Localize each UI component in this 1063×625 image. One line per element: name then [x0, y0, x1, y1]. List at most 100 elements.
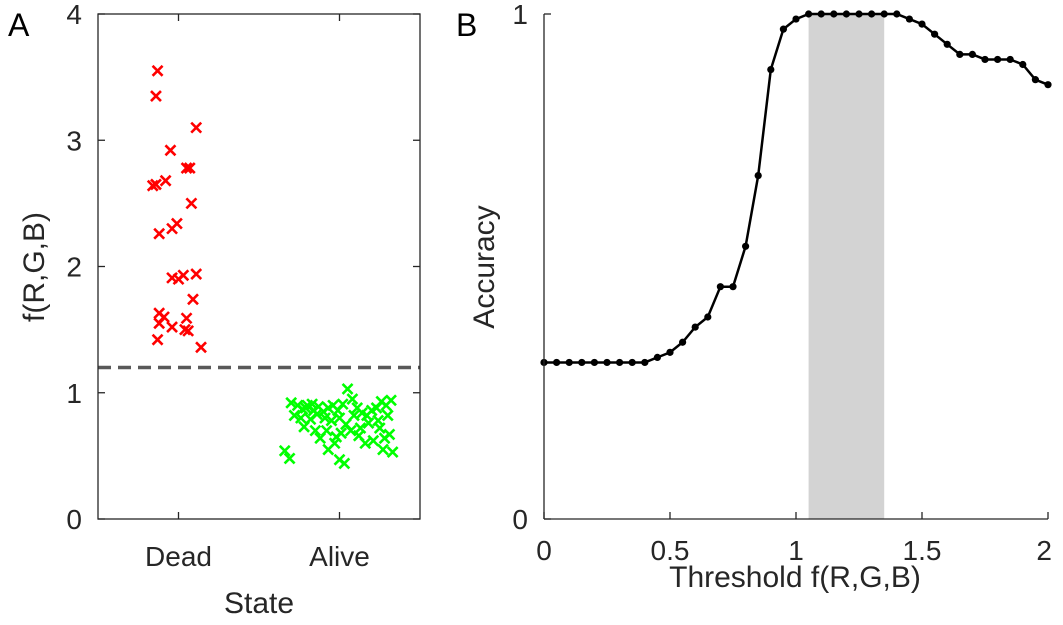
alive-point	[325, 414, 338, 427]
dead-point	[187, 293, 199, 306]
alive-point	[311, 408, 323, 421]
panel-b-axes	[543, 14, 1048, 520]
dead-point	[150, 178, 162, 191]
dead-point	[153, 227, 166, 240]
alive-point	[362, 417, 375, 429]
dead-point	[159, 174, 172, 187]
optimal-threshold-region	[808, 14, 885, 519]
alive-point	[348, 409, 360, 422]
x-tick-label: 0	[536, 535, 552, 566]
accuracy-point	[742, 242, 750, 250]
alive-point	[341, 383, 354, 395]
dead-point	[182, 324, 195, 337]
x-tick-label: 2	[1036, 535, 1052, 566]
alive-point	[294, 412, 307, 424]
accuracy-point	[868, 10, 876, 18]
dead-point	[195, 341, 207, 354]
y-tick-label: 4	[66, 0, 82, 30]
accuracy-point	[981, 55, 989, 64]
accuracy-point	[616, 358, 624, 367]
accuracy-point	[968, 50, 977, 59]
accuracy-point	[641, 358, 649, 367]
alive-point	[336, 398, 349, 411]
alive-point	[320, 424, 333, 437]
dead-point	[172, 273, 185, 286]
alive-point	[383, 428, 396, 441]
y-tick-label: 1	[512, 0, 528, 30]
alive-point	[283, 452, 296, 465]
accuracy-point	[704, 313, 712, 321]
y-tick-label: 0	[66, 504, 82, 535]
panel-a-marks	[98, 64, 420, 470]
x-tick-label: Dead	[145, 541, 212, 572]
accuracy-point	[994, 55, 1002, 64]
accuracy-point	[1019, 60, 1027, 69]
accuracy-point	[842, 10, 851, 18]
alive-point	[306, 398, 319, 411]
panel-a-xlabel: State	[224, 587, 294, 620]
dead-point	[190, 121, 203, 134]
accuracy-point	[666, 348, 674, 356]
accuracy-point	[628, 358, 636, 367]
accuracy-point	[805, 10, 813, 18]
alive-point	[338, 457, 351, 470]
accuracy-point	[754, 172, 762, 180]
dead-point	[151, 64, 164, 77]
panel-letter-a: A	[8, 7, 30, 43]
panel-b-xlabel: Threshold f(R,G,B)	[669, 561, 921, 594]
alive-point	[335, 427, 348, 440]
accuracy-point	[792, 15, 800, 23]
dead-point	[180, 162, 193, 174]
accuracy-point	[931, 30, 939, 38]
alive-point	[346, 393, 359, 405]
panel-a-chart: 0 1 2 3 4 Dead Alive State f(R,G,B)	[18, 0, 421, 620]
alive-point	[285, 396, 298, 409]
accuracy-point	[1031, 76, 1039, 84]
alive-point	[288, 409, 301, 422]
accuracy-point	[578, 358, 586, 367]
dead-point	[179, 323, 191, 336]
accuracy-point	[767, 65, 775, 74]
accuracy-point	[943, 40, 951, 48]
accuracy-point	[716, 283, 725, 291]
accuracy-point	[956, 50, 964, 59]
accuracy-point	[918, 20, 926, 28]
accuracy-point	[1044, 81, 1052, 89]
alive-point	[344, 424, 357, 437]
alive-point	[299, 401, 312, 414]
dead-point	[164, 144, 177, 157]
x-tick-label: 1.5	[903, 535, 942, 566]
alive-point	[373, 422, 386, 435]
accuracy-point	[1006, 55, 1014, 64]
alive-point	[309, 424, 322, 437]
panel-a-ylabel: f(R,G,B)	[18, 212, 51, 322]
accuracy-point	[905, 15, 914, 23]
dead-point	[166, 321, 178, 334]
panel-a-ticks: 0 1 2 3 4 Dead Alive	[66, 0, 420, 572]
y-tick-label: 0	[512, 504, 528, 535]
accuracy-point	[590, 358, 599, 367]
y-tick-label: 3	[66, 125, 82, 156]
dead-point	[153, 317, 166, 330]
accuracy-point	[729, 283, 737, 291]
x-tick-label: 1	[788, 535, 804, 566]
accuracy-point	[565, 358, 573, 367]
panel-b-ylabel: Accuracy	[468, 205, 501, 328]
alive-point	[328, 437, 341, 450]
x-tick-label: 0.5	[651, 535, 690, 566]
y-tick-label: 1	[66, 378, 82, 409]
accuracy-point	[893, 10, 901, 18]
dead-point	[190, 268, 203, 280]
dead-point	[180, 312, 193, 325]
x-tick-label: Alive	[309, 541, 370, 572]
accuracy-point	[691, 323, 699, 331]
panel-b-chart: 0 0.5 1 1.5 2 0 1 Threshold f(R,G,B) Accuracy	[468, 0, 1052, 594]
panel-b-marks	[540, 10, 1052, 519]
alive-point	[367, 434, 380, 447]
accuracy-point	[603, 358, 611, 367]
dead-point	[183, 162, 196, 174]
panel-letter-b: B	[456, 7, 477, 43]
dead-point	[185, 197, 198, 210]
accuracy-point	[817, 10, 825, 18]
